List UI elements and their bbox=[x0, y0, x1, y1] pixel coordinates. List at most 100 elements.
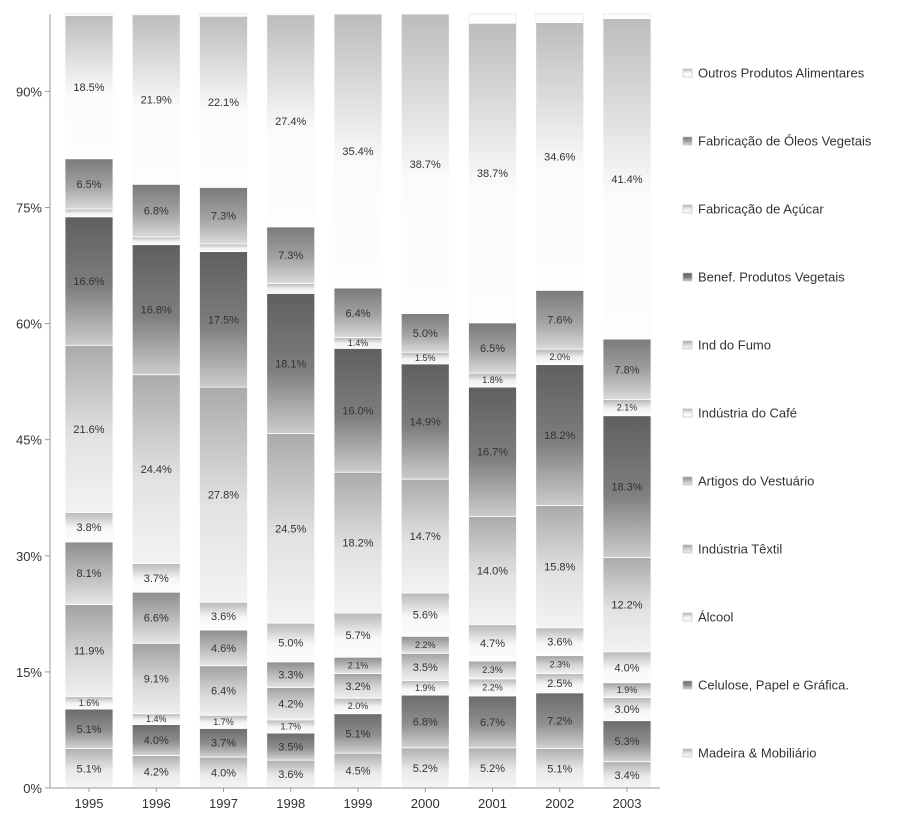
data-label: 16.8% bbox=[141, 305, 172, 317]
y-tick-label: 75% bbox=[16, 201, 42, 216]
bar-segment bbox=[400, 363, 450, 480]
bar-segment bbox=[199, 601, 248, 631]
legend: Outros Produtos Alimentares Fabricação de… bbox=[682, 66, 872, 761]
data-label: 21.9% bbox=[141, 95, 172, 107]
data-label: 2.3% bbox=[549, 660, 570, 670]
data-label: 5.1% bbox=[76, 724, 101, 736]
segment-labels-group: 5.1% 5.1% 1.6% 11.9% 8.1% 3.8% 21.6% 16.6% 6.5% 1… bbox=[73, 82, 642, 782]
bar-segment bbox=[468, 386, 517, 517]
data-label: 4.5% bbox=[345, 766, 370, 778]
data-label: 5.0% bbox=[278, 637, 303, 649]
data-label: 4.0% bbox=[614, 662, 639, 674]
bar-segment bbox=[266, 661, 316, 688]
data-label: 3.7% bbox=[144, 573, 169, 585]
y-tick-label: 45% bbox=[16, 433, 42, 448]
data-label: 1.9% bbox=[415, 683, 436, 693]
legend-swatch bbox=[682, 136, 693, 146]
data-label: 16.0% bbox=[342, 405, 373, 417]
data-label: 6.5% bbox=[76, 179, 101, 191]
data-label: 3.7% bbox=[211, 738, 236, 750]
data-label: 2.2% bbox=[482, 682, 503, 692]
data-label: 6.4% bbox=[211, 685, 236, 697]
data-label: 1.7% bbox=[280, 721, 301, 731]
legend-swatch bbox=[682, 680, 693, 690]
bar-segment bbox=[333, 13, 383, 289]
data-label: 1.4% bbox=[146, 714, 167, 724]
data-label: 6.8% bbox=[144, 206, 169, 218]
x-tick-label: 2001 bbox=[478, 796, 507, 811]
bar-segment bbox=[400, 13, 450, 314]
bar-segment bbox=[535, 22, 585, 291]
bar-segment bbox=[468, 747, 517, 789]
bar-segment bbox=[131, 563, 181, 593]
data-label: 4.6% bbox=[211, 643, 236, 655]
data-label: 18.2% bbox=[342, 538, 373, 550]
data-label: 3.6% bbox=[547, 637, 572, 649]
bar-segment bbox=[468, 695, 517, 749]
bar-segment bbox=[333, 673, 383, 699]
data-label: 14.0% bbox=[477, 566, 508, 578]
data-label: 38.7% bbox=[477, 168, 508, 180]
data-label: 7.3% bbox=[211, 211, 236, 223]
data-label: 4.2% bbox=[278, 699, 303, 711]
bar-segment bbox=[535, 505, 585, 629]
data-label: 5.2% bbox=[413, 763, 438, 775]
bar-segment bbox=[64, 604, 114, 698]
bar-segment bbox=[131, 14, 181, 185]
data-label: 5.7% bbox=[345, 630, 370, 642]
legend-swatch bbox=[682, 476, 693, 486]
bar-segment bbox=[266, 14, 316, 228]
data-label: 1.5% bbox=[415, 353, 436, 363]
data-label: 12.2% bbox=[611, 600, 642, 612]
data-label: 5.2% bbox=[480, 763, 505, 775]
x-tick-label: 1998 bbox=[276, 796, 305, 811]
bar-segment bbox=[535, 627, 585, 657]
data-label: 3.0% bbox=[614, 704, 639, 716]
data-label: 14.7% bbox=[410, 531, 441, 543]
data-label: 5.0% bbox=[413, 328, 438, 340]
y-tick-label: 90% bbox=[16, 84, 42, 99]
bars-group bbox=[64, 13, 652, 789]
data-label: 1.7% bbox=[213, 717, 234, 727]
data-label: 7.2% bbox=[547, 716, 572, 728]
data-label: 18.2% bbox=[544, 430, 575, 442]
bar-segment bbox=[199, 386, 248, 603]
data-label: 1.6% bbox=[79, 698, 100, 708]
data-label: 41.4% bbox=[611, 174, 642, 186]
legend-swatch bbox=[682, 340, 693, 350]
bar-segment bbox=[199, 756, 248, 789]
data-label: 7.3% bbox=[278, 250, 303, 262]
legend-label: Ind do Fumo bbox=[698, 338, 771, 353]
bar-segment bbox=[266, 282, 316, 294]
bar-segment bbox=[468, 22, 517, 324]
bar-segment bbox=[333, 471, 383, 614]
bar-segment bbox=[64, 344, 114, 513]
legend-swatch bbox=[682, 204, 693, 214]
data-label: 2.0% bbox=[549, 352, 570, 362]
data-label: 11.9% bbox=[74, 646, 105, 658]
data-label: 6.7% bbox=[480, 717, 505, 729]
data-label: 5.1% bbox=[547, 763, 572, 775]
bar-segment bbox=[602, 18, 652, 340]
legend-swatch bbox=[682, 68, 693, 78]
bar-segment bbox=[333, 612, 383, 658]
x-tick-label: 1996 bbox=[142, 796, 171, 811]
x-tick-label: 1997 bbox=[209, 796, 238, 811]
bar-segment bbox=[64, 158, 114, 210]
data-label: 6.5% bbox=[480, 343, 505, 355]
legend-swatch bbox=[682, 612, 693, 622]
legend-swatch bbox=[682, 408, 693, 418]
data-label: 3.3% bbox=[278, 670, 303, 682]
bar-segment bbox=[131, 183, 181, 238]
x-tick-label: 1995 bbox=[75, 796, 104, 811]
bar-segment bbox=[400, 592, 450, 637]
bar-segment bbox=[602, 415, 652, 558]
legend-label: Artigos do Vestuário bbox=[698, 474, 814, 489]
data-label: 4.0% bbox=[144, 735, 169, 747]
bar-segment bbox=[602, 556, 652, 653]
data-label: 4.0% bbox=[211, 768, 236, 780]
data-label: 3.8% bbox=[76, 522, 101, 534]
bar-segment bbox=[602, 651, 652, 684]
legend-label: Celulose, Papel e Gráfica. bbox=[698, 678, 849, 693]
